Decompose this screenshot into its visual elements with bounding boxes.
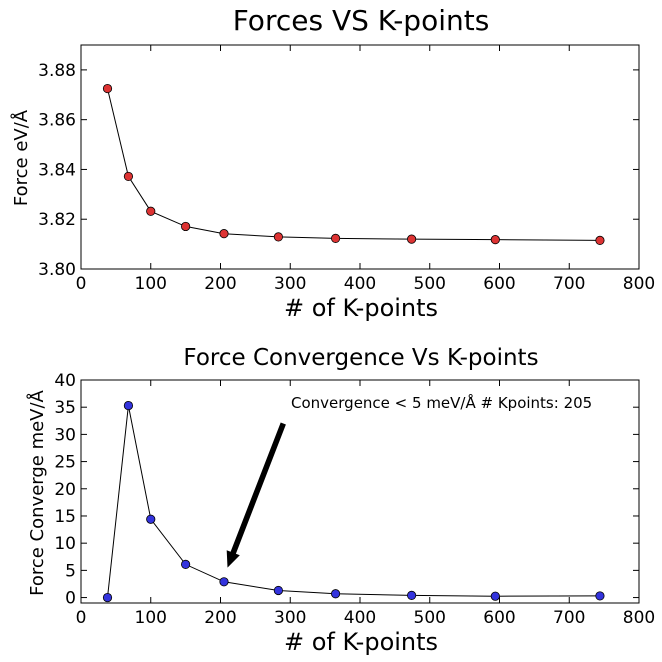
y-tick-label: 25 (54, 453, 76, 473)
data-point (273, 585, 283, 596)
x-tick-label: 0 (76, 608, 87, 628)
chart-forces: Forces VS K-points 0 100 200 300 400 500 600 70… (10, 4, 655, 322)
x-tick-label: 700 (553, 274, 585, 294)
x-tick-label: 0 (76, 274, 87, 294)
x-axis-label: # of K-points (284, 628, 438, 656)
x-tick-label: 200 (204, 608, 236, 628)
chart-title: Forces VS K-points (233, 4, 490, 37)
y-tick-label: 3.88 (38, 61, 76, 81)
y-tick-label: 3.86 (38, 111, 76, 131)
data-point (490, 591, 500, 601)
x-tick-label: 300 (274, 608, 306, 628)
data-series (102, 400, 605, 603)
y-tick-label: 3.80 (38, 260, 76, 280)
x-tick-label: 600 (483, 274, 515, 294)
y-axis-ticks: 0 5 10 15 20 25 30 35 40 (54, 371, 639, 609)
y-tick-label: 10 (54, 534, 76, 554)
data-point (330, 589, 341, 599)
data-point (330, 233, 341, 243)
data-point (219, 577, 229, 587)
y-tick-label: 40 (54, 371, 76, 391)
x-tick-label: 100 (135, 608, 167, 628)
x-axis-label: # of K-points (284, 294, 438, 322)
annotation-text: Convergence < 5 meV/Å # Kpoints: 205 (291, 393, 592, 412)
data-point (123, 171, 134, 182)
y-tick-label: 35 (54, 398, 76, 418)
y-axis-ticks: 3.80 3.82 3.84 3.86 3.88 (38, 61, 639, 280)
data-point (146, 206, 156, 216)
data-point (219, 229, 229, 239)
x-tick-label: 300 (274, 274, 306, 294)
x-tick-label: 400 (344, 274, 376, 294)
x-axis-ticks: 0 100 200 300 400 500 600 700 800 (76, 45, 655, 294)
plot-frame (80, 44, 640, 270)
y-tick-label: 0 (65, 589, 76, 609)
x-tick-label: 200 (204, 274, 236, 294)
x-tick-label: 500 (414, 608, 446, 628)
data-point (490, 235, 500, 245)
chart-force-convergence: Force Convergence Vs K-points 0 100 200 300… (26, 345, 655, 656)
data-point (181, 559, 191, 569)
x-tick-label: 700 (553, 608, 585, 628)
y-axis-label: Force eV/Å (10, 109, 32, 206)
plot-frame (80, 379, 640, 604)
y-tick-label: 3.82 (38, 210, 76, 230)
data-point (407, 590, 417, 600)
y-tick-label: 30 (54, 425, 76, 445)
y-tick-label: 20 (54, 480, 76, 500)
data-series (102, 83, 605, 245)
x-tick-label: 800 (623, 608, 655, 628)
y-tick-label: 3.84 (38, 160, 76, 180)
data-point (102, 592, 113, 603)
x-tick-label: 100 (135, 274, 167, 294)
data-point (102, 83, 113, 94)
series-line (107, 405, 600, 598)
y-tick-label: 15 (54, 507, 76, 527)
y-tick-label: 5 (65, 561, 76, 581)
x-tick-label: 400 (344, 608, 376, 628)
x-tick-label: 600 (483, 608, 515, 628)
data-point (123, 400, 134, 411)
series-line (107, 88, 600, 241)
data-point (595, 591, 605, 601)
data-point (146, 514, 156, 524)
annotation-arrow (226, 422, 286, 568)
x-tick-label: 500 (414, 274, 446, 294)
x-tick-label: 800 (623, 274, 655, 294)
chart-title: Force Convergence Vs K-points (183, 345, 538, 371)
data-point (595, 235, 605, 245)
data-point (407, 234, 417, 244)
y-axis-label: Force Converge meV/Å (26, 389, 48, 595)
x-axis-ticks: 0 100 200 300 400 500 600 700 800 (76, 380, 655, 628)
data-point (273, 232, 283, 242)
annotation: Convergence < 5 meV/Å # Kpoints: 205 (226, 393, 592, 568)
data-point (181, 221, 191, 232)
